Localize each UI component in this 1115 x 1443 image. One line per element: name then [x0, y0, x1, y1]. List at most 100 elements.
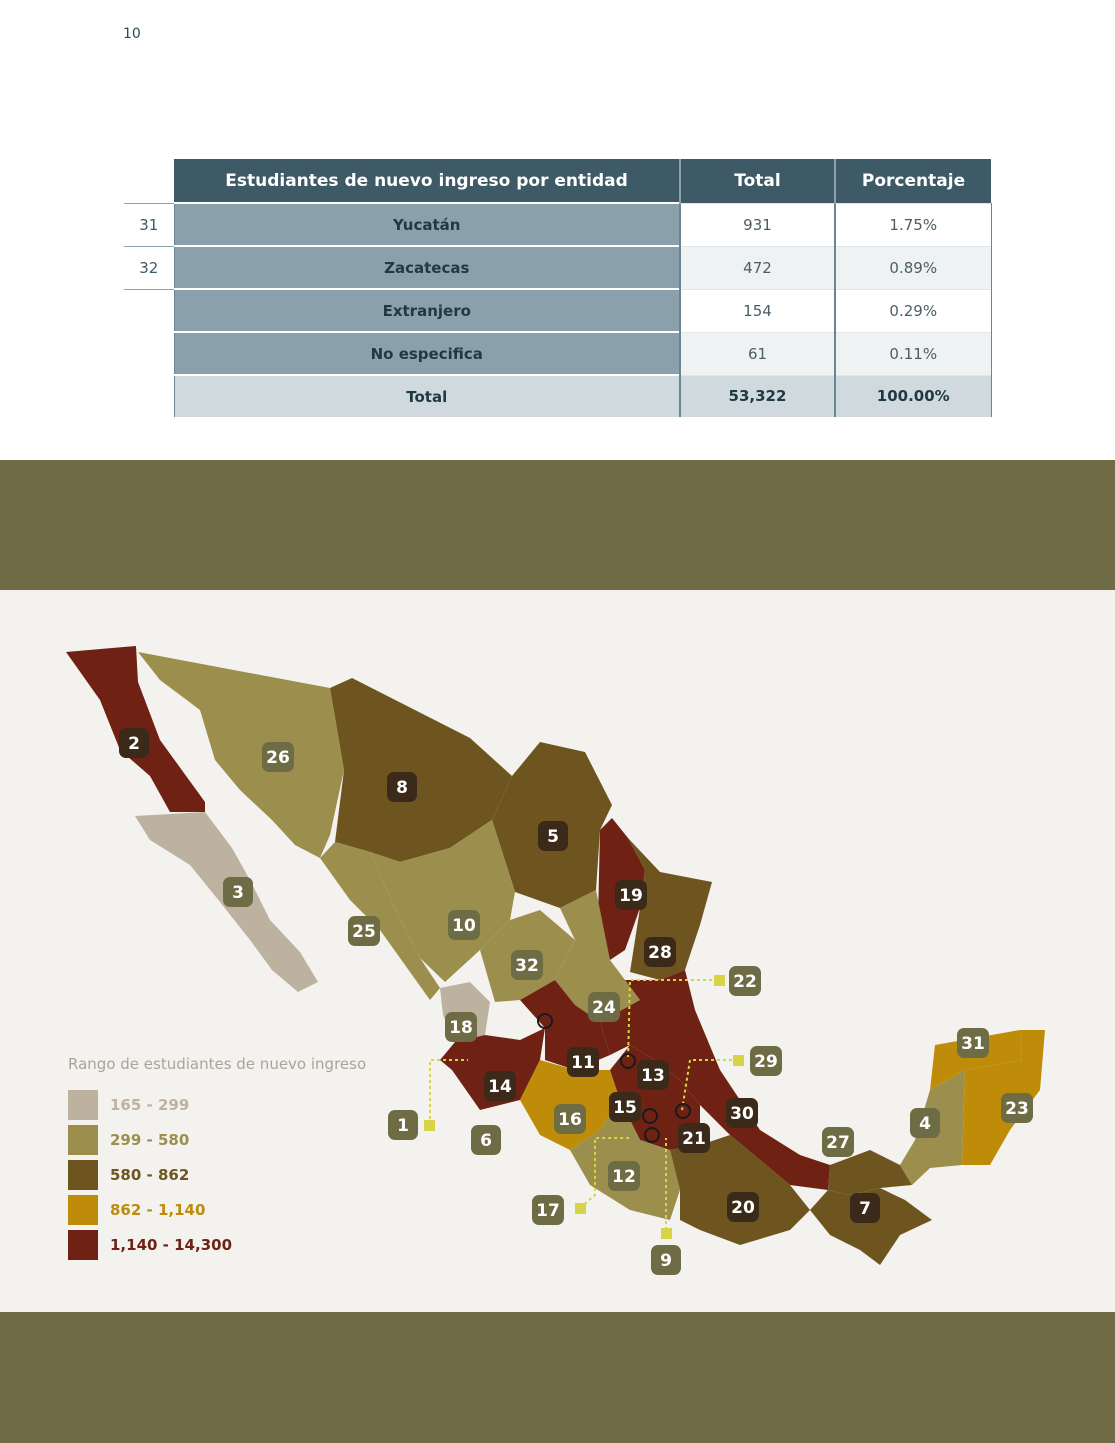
- state-badge-13: [637, 1060, 669, 1090]
- state-shape: [930, 1030, 1022, 1090]
- row-entity: Yucatán: [173, 202, 681, 246]
- leader-lines: [429, 979, 738, 1230]
- state-label-11: 11: [571, 1053, 595, 1073]
- legend-swatch: [68, 1194, 98, 1225]
- state-shape: [555, 890, 640, 1022]
- state-badge-31: [957, 1028, 989, 1058]
- state-badge-6: [471, 1125, 501, 1155]
- row-number: 31: [124, 202, 174, 246]
- state-badge-25: [348, 916, 380, 946]
- state-shape: [610, 1045, 700, 1150]
- state-label-2: 2: [128, 734, 140, 754]
- state-badge-8: [387, 772, 417, 802]
- row-percentage: 0.11%: [835, 331, 992, 375]
- state-badge-16: [554, 1104, 586, 1134]
- state-badge-11: [567, 1047, 599, 1077]
- legend-swatch: [68, 1229, 98, 1260]
- state-shape: [440, 1028, 545, 1110]
- state-badge-15: [609, 1092, 641, 1122]
- state-badge-9: [651, 1245, 681, 1275]
- mexico-map: 1234567891011121314151617181920212223242…: [66, 646, 1045, 1275]
- state-badge-7: [850, 1193, 880, 1223]
- state-label-32: 32: [515, 956, 539, 976]
- legend-item: 165 - 299: [68, 1087, 366, 1122]
- state-label-20: 20: [731, 1198, 755, 1218]
- state-badge-23: [1001, 1093, 1033, 1123]
- state-label-9: 9: [660, 1251, 672, 1271]
- state-label-16: 16: [558, 1110, 582, 1130]
- state-shape: [138, 652, 344, 858]
- row-entity: Zacatecas: [173, 245, 681, 289]
- state-label-21: 21: [682, 1129, 706, 1149]
- legend: Rango de estudiantes de nuevo ingreso 16…: [68, 1055, 366, 1262]
- legend-label: 299 - 580: [110, 1130, 190, 1149]
- state-badge-10: [448, 910, 480, 940]
- row-entity: No especifica: [173, 331, 681, 375]
- state-label-6: 6: [480, 1131, 492, 1151]
- state-label-26: 26: [266, 748, 290, 768]
- state-badge-32: [511, 950, 543, 980]
- state-label-25: 25: [352, 922, 376, 942]
- leader-markers: [424, 975, 744, 1239]
- legend-swatch: [68, 1089, 98, 1120]
- page-number: 10: [123, 26, 141, 42]
- legend-label: 1,140 - 14,300: [110, 1235, 232, 1254]
- state-label-12: 12: [612, 1167, 636, 1187]
- row-number: [124, 288, 174, 332]
- state-badge-21: [678, 1123, 710, 1153]
- bottom-color-band: [0, 1312, 1115, 1443]
- state-label-5: 5: [547, 827, 559, 847]
- legend-item: 862 - 1,140: [68, 1192, 366, 1227]
- state-label-15: 15: [613, 1098, 637, 1118]
- state-badge-19: [615, 880, 647, 910]
- row-number: [124, 375, 174, 417]
- table-row: No especifica 61 0.11%: [124, 331, 992, 375]
- state-label-1: 1: [397, 1116, 409, 1136]
- state-badge-30: [726, 1098, 758, 1128]
- state-label-23: 23: [1005, 1099, 1029, 1119]
- state-shape: [370, 820, 515, 982]
- city-markers: [537, 1013, 691, 1143]
- state-label-10: 10: [452, 916, 476, 936]
- row-percentage: 1.75%: [835, 202, 992, 246]
- row-total: 61: [680, 331, 836, 375]
- legend-title: Rango de estudiantes de nuevo ingreso: [68, 1055, 367, 1073]
- state-label-18: 18: [449, 1018, 473, 1038]
- state-shape: [600, 970, 830, 1190]
- state-label-29: 29: [754, 1052, 778, 1072]
- state-label-17: 17: [536, 1201, 560, 1221]
- state-badge-17: [532, 1195, 564, 1225]
- row-number: 32: [124, 245, 174, 289]
- table-header-row: Estudiantes de nuevo ingreso por entidad…: [124, 159, 991, 203]
- state-badge-3: [223, 877, 253, 907]
- state-labels: 1234567891011121314151617181920212223242…: [119, 728, 1033, 1275]
- state-badge-18: [445, 1012, 477, 1042]
- header-total: Total: [680, 159, 836, 203]
- state-badge-12: [608, 1161, 640, 1191]
- state-shape: [810, 1188, 932, 1265]
- state-badge-4: [910, 1108, 940, 1138]
- state-label-7: 7: [859, 1199, 871, 1219]
- table-row: 32 Zacatecas 472 0.89%: [124, 245, 992, 289]
- legend-label: 580 - 862: [110, 1165, 190, 1184]
- row-total: 154: [680, 288, 836, 332]
- legend-swatch: [68, 1124, 98, 1155]
- row-percentage: 0.89%: [835, 245, 992, 289]
- legend-label: 165 - 299: [110, 1095, 190, 1114]
- state-label-19: 19: [619, 886, 643, 906]
- state-shape: [330, 678, 512, 862]
- state-label-31: 31: [961, 1034, 985, 1054]
- state-badge-14: [484, 1071, 516, 1101]
- total-value: 53,322: [680, 374, 836, 417]
- state-badge-5: [538, 821, 568, 851]
- state-label-14: 14: [488, 1077, 512, 1097]
- state-badge-29: [750, 1046, 782, 1076]
- state-badge-2: [119, 728, 149, 758]
- legend-swatch: [68, 1159, 98, 1190]
- table-row: 31 Yucatán 931 1.75%: [124, 202, 992, 246]
- legend-item: 299 - 580: [68, 1122, 366, 1157]
- state-badge-28: [644, 937, 676, 967]
- state-shape: [670, 1135, 810, 1245]
- top-color-band: [0, 460, 1115, 590]
- table-row: Extranjero 154 0.29%: [124, 288, 992, 332]
